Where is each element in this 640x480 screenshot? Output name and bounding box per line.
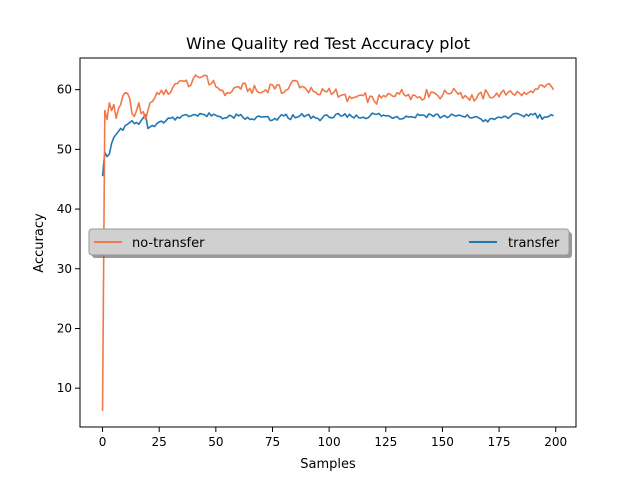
series-line-transfer	[101, 112, 554, 177]
y-tick-label: 60	[57, 83, 72, 97]
legend-box	[88, 228, 570, 256]
series-layer	[101, 74, 555, 411]
y-tick-label: 30	[57, 262, 72, 276]
x-tick-label: 0	[99, 435, 107, 449]
chart-title: Wine Quality red Test Accuracy plot	[186, 34, 470, 53]
x-tick-label: 100	[318, 435, 341, 449]
y-tick-label: 40	[57, 202, 72, 216]
legend-label-transfer: transfer	[508, 236, 560, 251]
series-line-no-transfer	[101, 74, 555, 411]
y-tick-label: 10	[57, 381, 72, 395]
x-axis: 0 25 50 75 100 125 150 175 200	[99, 427, 567, 449]
x-tick-label: 75	[265, 435, 280, 449]
legend-label-no-transfer: no-transfer	[132, 236, 205, 251]
x-tick-label: 150	[431, 435, 454, 449]
x-tick-label: 175	[488, 435, 511, 449]
y-tick-label: 20	[57, 321, 72, 335]
x-tick-label: 200	[544, 435, 567, 449]
legend: no-transfer transfer	[88, 228, 572, 258]
y-axis: 10 20 30 40 50 60	[57, 83, 80, 395]
x-tick-label: 25	[152, 435, 167, 449]
plot-area	[79, 57, 577, 428]
x-tick-label: 125	[374, 435, 397, 449]
x-tick-label: 50	[208, 435, 223, 449]
x-axis-label: Samples	[300, 457, 356, 472]
y-tick-label: 50	[57, 142, 72, 156]
y-axis-label: Accuracy	[32, 213, 47, 273]
axes-frame	[79, 57, 577, 428]
